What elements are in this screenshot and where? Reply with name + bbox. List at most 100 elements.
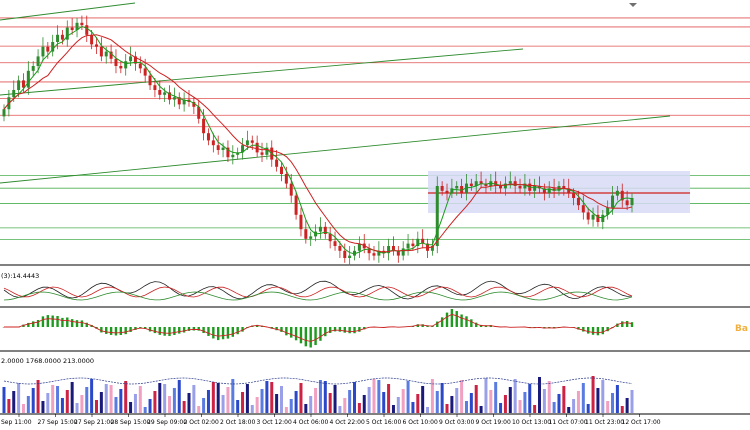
volume-bar <box>109 385 113 413</box>
macd-bar <box>319 327 322 341</box>
candle-body <box>299 214 303 230</box>
volume-bar <box>572 399 576 413</box>
volume-bar <box>503 395 507 413</box>
volume-bar <box>518 400 522 413</box>
macd-bar <box>309 327 312 348</box>
volume-bar <box>538 377 542 413</box>
volume-bar <box>304 404 308 413</box>
trend-lines <box>0 2 671 184</box>
macd-bar <box>596 327 600 336</box>
volume-bar <box>279 386 283 413</box>
volume-bar <box>484 378 488 413</box>
candle-body <box>94 44 98 47</box>
macd-bar <box>299 327 303 344</box>
candle-body <box>615 190 619 196</box>
macd-bar <box>455 311 458 327</box>
candle-body <box>630 198 634 206</box>
candle-body <box>31 66 35 71</box>
candle-body <box>90 34 94 45</box>
volume-bar <box>260 389 264 413</box>
x-tick-label: 3 Oct 12:00 <box>257 419 292 426</box>
macd-bar <box>221 327 225 340</box>
x-tick-label: 28 Sep 15:00 <box>111 419 151 426</box>
candle-body <box>12 90 16 98</box>
macd-bar <box>470 319 473 327</box>
candle-body <box>2 109 6 117</box>
volume-bar <box>430 379 434 413</box>
macd-bar <box>100 327 103 333</box>
macd-bar <box>304 327 308 347</box>
volume-bar <box>284 407 288 413</box>
candle-body <box>387 246 391 254</box>
candle-body <box>148 75 152 86</box>
volume-bar <box>542 389 546 413</box>
x-tick-label: 9 Oct 19:00 <box>476 419 511 426</box>
volume-bar <box>411 402 415 413</box>
candle-body <box>401 248 405 256</box>
macd-bar <box>338 327 342 332</box>
candle-body <box>168 92 172 100</box>
candle-body <box>620 190 624 201</box>
macd-bar <box>202 327 205 334</box>
macd-bar <box>178 327 181 334</box>
candle-body <box>518 186 522 189</box>
candle-body <box>440 186 444 191</box>
macd-panel <box>2 309 634 348</box>
candle-body <box>231 154 235 158</box>
volume-bar <box>17 383 21 413</box>
candle-body <box>601 214 605 222</box>
volume-bar <box>26 396 30 413</box>
macd-bar <box>475 322 478 327</box>
candle-body <box>275 159 279 167</box>
scroll-marker-icon[interactable] <box>629 3 637 7</box>
volume-bar <box>75 403 79 413</box>
volume-bar <box>338 406 342 413</box>
volume-bar <box>90 379 94 413</box>
volume-bar <box>455 388 459 413</box>
oscillator-line-red <box>3 286 633 298</box>
candle-body <box>36 56 40 66</box>
volume-bar <box>348 390 352 413</box>
volume-bar <box>406 381 410 413</box>
macd-bar <box>436 321 439 327</box>
candle-body <box>260 152 264 155</box>
macd-bar <box>577 327 580 330</box>
volume-bar <box>489 390 493 413</box>
volume-bar <box>41 401 45 413</box>
macd-bar <box>601 327 604 335</box>
candle-body <box>65 27 69 40</box>
candle-body <box>109 51 113 59</box>
candle-body <box>596 214 600 222</box>
candle-body <box>177 97 181 105</box>
volume-bar <box>314 388 318 413</box>
macd-bar <box>212 327 215 339</box>
candle-body <box>182 99 186 105</box>
volume-bar <box>611 393 615 413</box>
candle-body <box>80 22 84 26</box>
volume-bar <box>620 406 624 413</box>
x-tick-label: 6 Oct 10:00 <box>403 419 438 426</box>
candle-body <box>70 27 74 30</box>
candle-body <box>56 34 60 42</box>
x-tick-label: 4 Oct 22:00 <box>330 419 365 426</box>
volume-bar <box>270 382 274 413</box>
x-tick-label: 12 Oct 17:00 <box>622 419 661 426</box>
volume-bar <box>494 382 498 413</box>
volume-bar <box>416 394 420 413</box>
volume-bar <box>7 399 11 413</box>
macd-bar <box>440 317 444 327</box>
macd-bar <box>353 327 356 334</box>
volume-bar <box>372 379 376 413</box>
candle-body <box>133 56 137 64</box>
ma-slow-line <box>3 34 633 253</box>
macd-bar <box>450 309 454 327</box>
x-tick-label: 5 Oct 16:00 <box>366 419 401 426</box>
macd-bar <box>46 315 50 327</box>
volume-bar <box>211 382 215 413</box>
candle-body <box>581 205 585 213</box>
macd-signal-line <box>4 313 633 342</box>
trend-line-top <box>0 2 136 21</box>
candle-body <box>503 183 507 189</box>
volume-bar <box>523 392 527 413</box>
volume-average-line <box>3 377 633 385</box>
